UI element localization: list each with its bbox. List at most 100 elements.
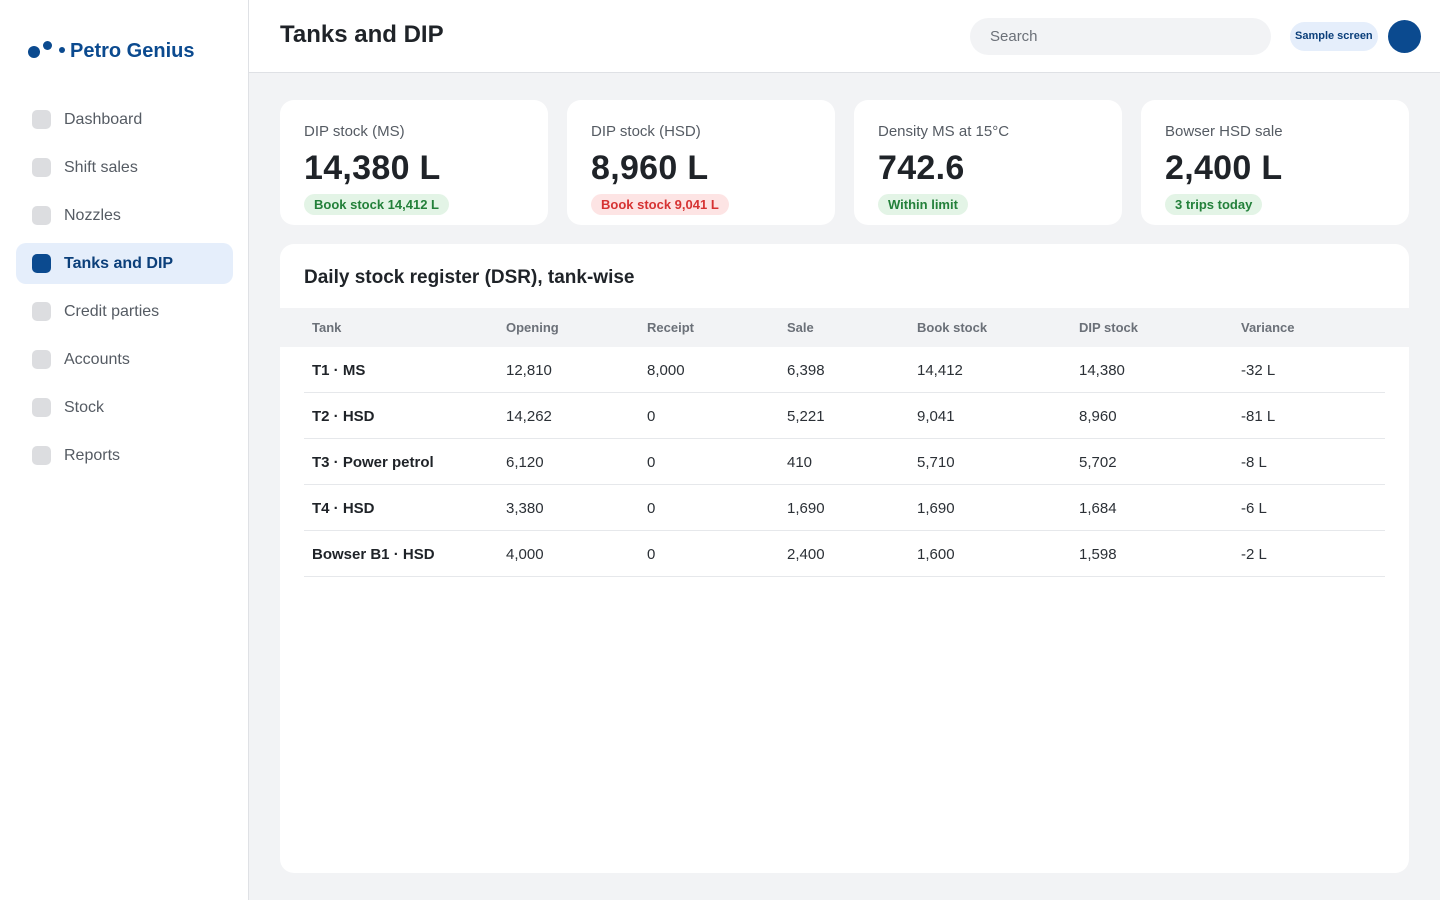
credit-parties-icon bbox=[32, 302, 51, 321]
cell-variance: -32 L bbox=[1241, 362, 1276, 379]
cell-receipt: 0 bbox=[647, 500, 656, 517]
brand-name: Petro Genius bbox=[70, 40, 195, 62]
sidebar: Petro Genius Dashboard Shift sales Nozzl… bbox=[0, 0, 249, 900]
sidebar-item-credit-parties[interactable]: Credit parties bbox=[16, 291, 233, 332]
column-header-tank[interactable]: Tank bbox=[312, 320, 342, 335]
cell-sale: 2,400 bbox=[787, 546, 825, 563]
table-row[interactable]: T4 · HSD 3,380 0 1,690 1,690 1,684 -6 L bbox=[304, 485, 1385, 531]
sidebar-item-dashboard[interactable]: Dashboard bbox=[16, 99, 233, 140]
status-badge: Book stock 9,041 L bbox=[591, 194, 729, 215]
card-label: DIP stock (MS) bbox=[304, 123, 405, 140]
column-header-receipt[interactable]: Receipt bbox=[647, 320, 694, 335]
sidebar-item-label: Nozzles bbox=[64, 206, 121, 224]
cell-opening: 4,000 bbox=[506, 546, 544, 563]
panel-title: Daily stock register (DSR), tank-wise bbox=[304, 267, 635, 288]
top-bar: Tanks and DIP Sample screen bbox=[249, 0, 1440, 73]
status-badge: Within limit bbox=[878, 194, 968, 215]
cell-book-stock: 5,710 bbox=[917, 454, 955, 471]
cell-book-stock: 1,600 bbox=[917, 546, 955, 563]
status-badge: Book stock 14,412 L bbox=[304, 194, 449, 215]
card-label: Bowser HSD sale bbox=[1165, 123, 1283, 140]
cell-dip-stock: 8,960 bbox=[1079, 408, 1117, 425]
cell-dip-stock: 1,684 bbox=[1079, 500, 1117, 517]
shift-sales-icon bbox=[32, 158, 51, 177]
cell-book-stock: 14,412 bbox=[917, 362, 963, 379]
table-header: Tank Opening Receipt Sale Book stock DIP… bbox=[280, 308, 1409, 347]
card-value: 2,400 L bbox=[1165, 149, 1283, 187]
cell-dip-stock: 1,598 bbox=[1079, 546, 1117, 563]
density-ms-card: Density MS at 15°C 742.6 Within limit bbox=[854, 100, 1122, 225]
reports-icon bbox=[32, 446, 51, 465]
cell-sale: 410 bbox=[787, 454, 813, 471]
stock-icon bbox=[32, 398, 51, 417]
cell-book-stock: 1,690 bbox=[917, 500, 955, 517]
cell-tank: T2 · HSD bbox=[312, 408, 375, 425]
cell-receipt: 0 bbox=[647, 546, 656, 563]
sidebar-item-shift-sales[interactable]: Shift sales bbox=[16, 147, 233, 188]
cell-opening: 3,380 bbox=[506, 500, 544, 517]
sidebar-item-reports[interactable]: Reports bbox=[16, 435, 233, 476]
cell-tank: T3 · Power petrol bbox=[312, 454, 434, 471]
sidebar-item-label: Credit parties bbox=[64, 302, 160, 320]
page-title: Tanks and DIP bbox=[280, 21, 444, 48]
sidebar-item-tanks-and-dip[interactable]: Tanks and DIP bbox=[16, 243, 233, 284]
card-value: 742.6 bbox=[878, 149, 965, 187]
avatar[interactable] bbox=[1388, 20, 1421, 53]
sidebar-item-label: Tanks and DIP bbox=[64, 254, 174, 272]
cell-book-stock: 9,041 bbox=[917, 408, 955, 425]
table-row[interactable]: T2 · HSD 14,262 0 5,221 9,041 8,960 -81 … bbox=[304, 393, 1385, 439]
table-row[interactable]: T1 · MS 12,810 8,000 6,398 14,412 14,380… bbox=[304, 347, 1385, 393]
sidebar-nav: Dashboard Shift sales Nozzles Tanks and … bbox=[16, 99, 233, 483]
card-value: 14,380 L bbox=[304, 149, 441, 187]
sidebar-item-accounts[interactable]: Accounts bbox=[16, 339, 233, 380]
petro-genius-logo-icon bbox=[28, 40, 68, 64]
cell-variance: -6 L bbox=[1241, 500, 1267, 517]
cell-sale: 6,398 bbox=[787, 362, 825, 379]
sidebar-item-nozzles[interactable]: Nozzles bbox=[16, 195, 233, 236]
dip-stock-ms-card: DIP stock (MS) 14,380 L Book stock 14,41… bbox=[280, 100, 548, 225]
cell-opening: 12,810 bbox=[506, 362, 552, 379]
column-header-sale[interactable]: Sale bbox=[787, 320, 814, 335]
dashboard-icon bbox=[32, 110, 51, 129]
cell-receipt: 0 bbox=[647, 408, 656, 425]
table-body: T1 · MS 12,810 8,000 6,398 14,412 14,380… bbox=[304, 347, 1385, 577]
accounts-icon bbox=[32, 350, 51, 369]
status-badge: 3 trips today bbox=[1165, 194, 1263, 215]
cell-variance: -81 L bbox=[1241, 408, 1276, 425]
table-row[interactable]: Bowser B1 · HSD 4,000 0 2,400 1,600 1,59… bbox=[304, 531, 1385, 577]
sidebar-item-label: Stock bbox=[64, 398, 105, 416]
card-value: 8,960 L bbox=[591, 149, 709, 187]
cell-dip-stock: 5,702 bbox=[1079, 454, 1117, 471]
sample-screen-badge: Sample screen bbox=[1290, 22, 1378, 51]
sidebar-item-label: Accounts bbox=[64, 350, 130, 368]
cell-dip-stock: 14,380 bbox=[1079, 362, 1125, 379]
dip-stock-hsd-card: DIP stock (HSD) 8,960 L Book stock 9,041… bbox=[567, 100, 835, 225]
summary-cards: DIP stock (MS) 14,380 L Book stock 14,41… bbox=[280, 100, 1409, 225]
cell-tank: Bowser B1 · HSD bbox=[312, 546, 435, 563]
cell-sale: 1,690 bbox=[787, 500, 825, 517]
column-header-variance[interactable]: Variance bbox=[1241, 320, 1295, 335]
cell-opening: 14,262 bbox=[506, 408, 552, 425]
cell-sale: 5,221 bbox=[787, 408, 825, 425]
stock-register-panel: Daily stock register (DSR), tank-wise Ta… bbox=[280, 244, 1409, 873]
cell-receipt: 8,000 bbox=[647, 362, 685, 379]
cell-tank: T1 · MS bbox=[312, 362, 366, 379]
sidebar-item-label: Reports bbox=[64, 446, 121, 464]
column-header-dip-stock[interactable]: DIP stock bbox=[1079, 320, 1139, 335]
nozzles-icon bbox=[32, 206, 51, 225]
column-header-opening[interactable]: Opening bbox=[506, 320, 559, 335]
sidebar-item-label: Dashboard bbox=[64, 110, 143, 128]
cell-receipt: 0 bbox=[647, 454, 656, 471]
cell-variance: -8 L bbox=[1241, 454, 1267, 471]
column-header-book-stock[interactable]: Book stock bbox=[917, 320, 988, 335]
sidebar-item-label: Shift sales bbox=[64, 158, 138, 176]
search-input[interactable] bbox=[970, 18, 1271, 55]
table-row[interactable]: T3 · Power petrol 6,120 0 410 5,710 5,70… bbox=[304, 439, 1385, 485]
brand[interactable]: Petro Genius bbox=[28, 30, 194, 64]
card-label: DIP stock (HSD) bbox=[591, 123, 701, 140]
cell-opening: 6,120 bbox=[506, 454, 544, 471]
tanks-icon bbox=[32, 254, 51, 273]
sidebar-item-stock[interactable]: Stock bbox=[16, 387, 233, 428]
cell-variance: -2 L bbox=[1241, 546, 1267, 563]
cell-tank: T4 · HSD bbox=[312, 500, 375, 517]
